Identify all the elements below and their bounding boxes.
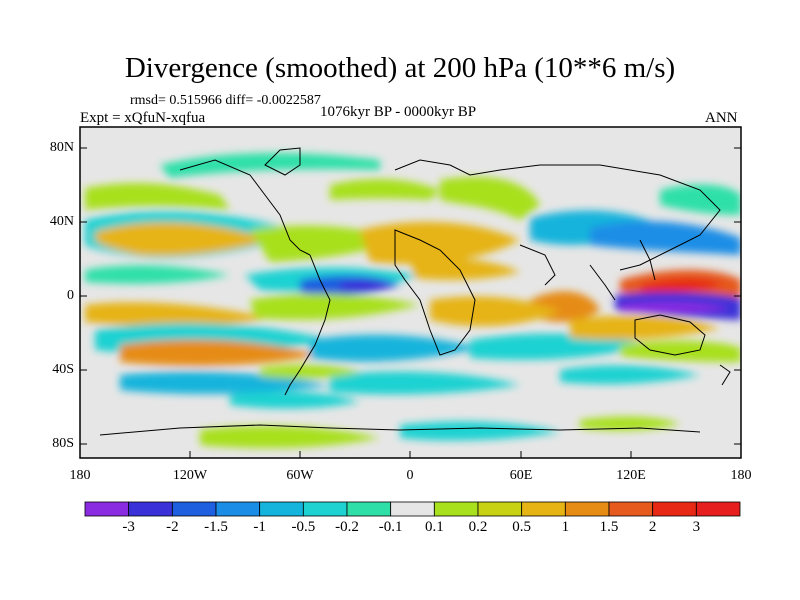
colorbar-box	[302, 501, 348, 517]
lon-label: 60E	[509, 468, 533, 483]
period-label: 1076kyr BP - 0000kyr BP	[320, 104, 477, 120]
axis-ticks	[79, 147, 742, 458]
colorbar-label: 0.5	[512, 519, 532, 535]
lon-label: 60W	[286, 468, 314, 483]
colorbar-label: 0.1	[424, 519, 444, 535]
colorbar-box	[521, 501, 566, 517]
colorbar-box	[346, 501, 392, 517]
lat-label: 80N	[49, 140, 74, 155]
colorbar-label: -0.1	[378, 519, 403, 535]
colorbar-box	[390, 501, 435, 517]
lat-label: 80S	[52, 436, 74, 451]
map-title: Divergence (smoothed) at 200 hPa (10**6 …	[124, 52, 676, 84]
lon-label: 120W	[172, 468, 208, 483]
lon-label: 120E	[616, 468, 646, 483]
colorbar-box	[433, 501, 479, 517]
season-label: ANN	[705, 110, 738, 126]
colorbar-box	[215, 501, 261, 517]
colorbar-box	[652, 501, 697, 517]
lat-label: 40N	[49, 214, 74, 229]
colorbar-label: 3	[692, 519, 701, 535]
colorbar-label: 2	[648, 519, 657, 535]
colorbar-label: -3	[122, 519, 135, 535]
experiment-label: Expt = xQfuN-xqfua	[80, 110, 206, 126]
colorbar-label: 1.5	[599, 519, 619, 535]
colorbar-box	[171, 501, 217, 517]
colorbar	[84, 501, 741, 517]
colorbar-label: 0.2	[468, 519, 488, 535]
stats-label: rmsd= 0.515966 diff= -0.0022587	[130, 93, 321, 108]
lat-label: 40S	[52, 362, 74, 377]
lon-label: 180	[730, 468, 752, 483]
coastlines	[99, 147, 731, 436]
colorbar-label: -0.2	[335, 519, 359, 535]
divergence-field	[85, 153, 741, 449]
colorbar-box	[695, 501, 741, 517]
colorbar-box	[259, 501, 304, 517]
colorbar-box	[128, 501, 173, 517]
colorbar-label: 1	[561, 519, 570, 535]
colorbar-box	[84, 501, 130, 517]
lon-label: 180	[69, 468, 91, 483]
colorbar-label: -2	[166, 519, 179, 535]
colorbar-label: -1	[253, 519, 266, 535]
lat-label: 0	[67, 288, 74, 303]
colorbar-box	[564, 501, 610, 517]
colorbar-label: -0.5	[291, 519, 316, 535]
lon-label: 0	[406, 468, 414, 483]
colorbar-label: -1.5	[204, 519, 228, 535]
colorbar-box	[477, 501, 523, 517]
colorbar-box	[608, 501, 654, 517]
